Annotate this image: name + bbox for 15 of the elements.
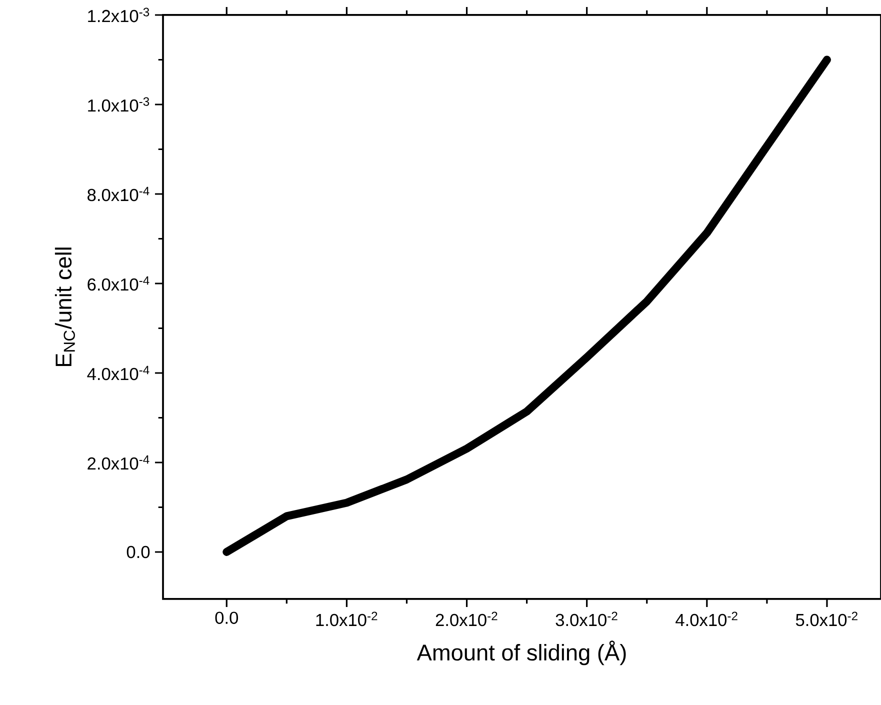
y-tick-label: 8.0x10$^{-4}$ <box>88 186 150 202</box>
x-tick-label: 4.0x10$^{-2}$ <box>676 612 738 626</box>
y-tick-label: 2.0x10$^{-4}$ <box>88 455 150 470</box>
y-axis-title: E$_{NC}$/unit cell <box>54 248 75 366</box>
y-tick-label: 0.0 <box>126 546 150 558</box>
y-tick-label: 1.2x10$^{-3}$ <box>88 8 150 22</box>
x-tick-label: 5.0x10$^{-2}$ <box>796 612 858 626</box>
y-tick-label: 1.0x10$^{-3}$ <box>88 97 150 112</box>
x-axis-title: Amount of sliding (Å) <box>416 640 626 666</box>
y-tick-label: 6.0x10$^{-4}$ <box>88 276 150 291</box>
x-tick-label: 1.0x10$^{-2}$ <box>316 612 378 626</box>
x-tick-label: 0.0 <box>215 612 238 624</box>
y-tick-label: 4.0x10$^{-4}$ <box>87 366 150 380</box>
x-tick-label: 3.0x10$^{-2}$ <box>556 612 618 626</box>
x-tick-label: 2.0x10$^{-2}$ <box>436 612 498 626</box>
